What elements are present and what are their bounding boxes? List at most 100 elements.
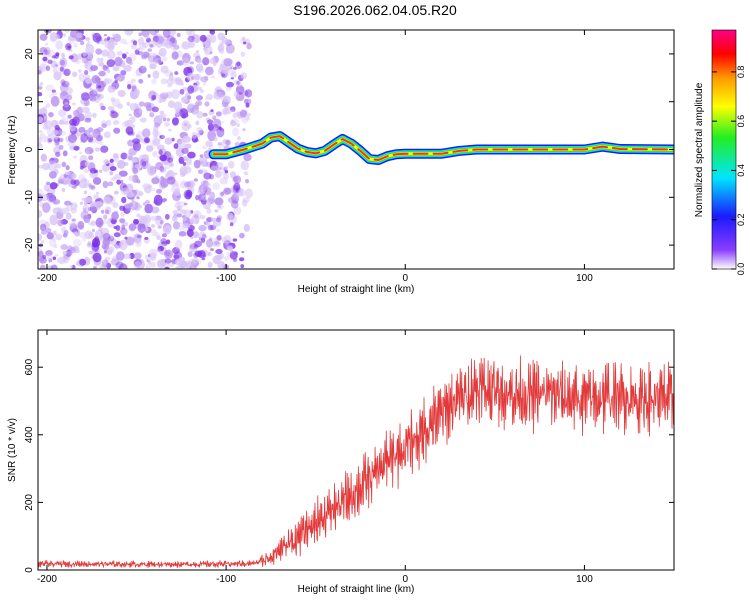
noise-speck <box>61 187 66 193</box>
noise-speck <box>198 169 204 174</box>
noise-speck <box>189 61 195 65</box>
noise-speck <box>142 128 151 138</box>
noise-speck <box>42 105 47 112</box>
noise-speck <box>45 227 52 234</box>
noise-speck <box>145 145 152 151</box>
noise-speck <box>133 88 140 97</box>
snr-frame <box>37 329 675 571</box>
noise-speck <box>199 214 206 220</box>
noise-speck <box>45 42 49 46</box>
noise-speck <box>146 223 151 227</box>
noise-speck <box>106 36 111 41</box>
noise-speck <box>95 48 103 55</box>
noise-speck <box>182 216 188 222</box>
noise-speck <box>72 102 76 106</box>
noise-speck <box>59 59 66 66</box>
noise-speck <box>112 202 119 209</box>
noise-speck <box>159 92 169 100</box>
noise-speck <box>220 128 225 132</box>
y-tick-label: 0 <box>24 567 35 573</box>
noise-speck <box>61 207 69 215</box>
noise-speck <box>150 224 156 228</box>
noise-speck <box>138 108 143 114</box>
snr-y-label: SNR (10 * v/v) <box>7 418 18 482</box>
y-tick-label: 20 <box>24 48 35 60</box>
colorbar-label: Normalized spectral amplitude <box>694 82 705 217</box>
noise-speck <box>155 30 160 33</box>
noise-speck <box>177 221 185 231</box>
noise-speck <box>133 261 142 269</box>
noise-speck <box>45 84 54 91</box>
noise-speck <box>114 79 118 83</box>
noise-speck <box>151 229 157 237</box>
noise-speck <box>113 232 121 238</box>
noise-speck <box>144 236 149 241</box>
noise-speck <box>78 126 86 133</box>
noise-speck <box>216 234 222 241</box>
noise-speck <box>157 51 163 57</box>
noise-speck <box>216 127 225 138</box>
noise-speck <box>61 161 67 168</box>
noise-speck <box>187 85 195 94</box>
noise-speck <box>68 55 74 60</box>
noise-speck <box>49 32 58 42</box>
noise-speck <box>186 228 194 238</box>
noise-speck <box>62 150 68 157</box>
noise-speck <box>153 52 158 57</box>
noise-speck <box>46 49 56 58</box>
noise-speck <box>121 196 127 204</box>
noise-speck <box>129 116 136 124</box>
noise-speck <box>151 187 156 192</box>
noise-speck <box>164 40 173 49</box>
noise-speck <box>72 238 82 247</box>
noise-speck <box>71 172 77 180</box>
noise-speck <box>207 251 212 257</box>
noise-speck <box>173 254 180 260</box>
noise-speck <box>223 256 230 261</box>
noise-speck <box>134 89 140 96</box>
noise-speck <box>243 90 249 97</box>
snr-series-line <box>38 355 674 569</box>
noise-speck <box>207 119 214 125</box>
noise-speck <box>48 160 57 172</box>
noise-speck <box>42 56 48 62</box>
noise-speck <box>174 239 183 250</box>
noise-speck <box>156 259 166 269</box>
noise-speck <box>189 218 194 224</box>
noise-speck <box>147 165 156 176</box>
noise-speck <box>151 106 159 113</box>
noise-speck <box>232 199 237 203</box>
noise-speck <box>126 101 131 107</box>
noise-speck <box>164 258 172 264</box>
noise-speck <box>82 52 88 57</box>
noise-speck <box>116 179 122 185</box>
noise-speck <box>209 224 217 230</box>
noise-speck <box>152 70 160 79</box>
noise-speck <box>109 170 114 176</box>
noise-speck <box>104 206 112 215</box>
noise-speck <box>85 150 90 155</box>
noise-speck <box>115 261 124 269</box>
noise-speck <box>39 219 47 228</box>
x-tick-label: 100 <box>576 273 593 284</box>
noise-speck <box>168 162 174 168</box>
noise-speck <box>191 257 199 264</box>
noise-speck <box>156 188 162 194</box>
noise-speck <box>176 60 184 66</box>
noise-speck <box>85 43 90 47</box>
noise-speck <box>238 257 245 262</box>
noise-speck <box>67 45 72 49</box>
noise-speck <box>50 95 60 107</box>
noise-speck <box>102 232 111 241</box>
noise-speck <box>226 212 234 221</box>
noise-speck <box>43 119 48 125</box>
noise-speck <box>73 179 80 187</box>
noise-speck <box>78 69 82 73</box>
noise-speck <box>160 78 168 85</box>
noise-speck <box>65 212 72 220</box>
noise-speck <box>225 251 231 257</box>
noise-speck <box>176 195 181 199</box>
noise-speck <box>232 112 238 119</box>
noise-speck <box>92 32 102 43</box>
noise-speck <box>164 213 170 220</box>
